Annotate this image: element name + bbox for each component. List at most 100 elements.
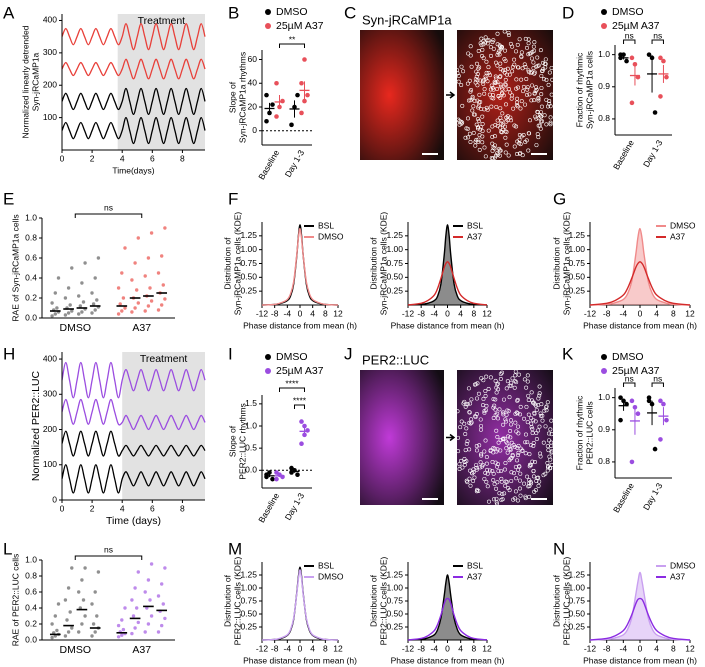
data-point [63,296,68,300]
data-point [632,61,638,67]
cell-roi [482,449,487,454]
panel-letter: J [344,344,353,363]
cell-roi [505,450,510,455]
cell-roi [539,114,544,119]
cell-roi [539,110,544,115]
y-tick-label: 0.4 [25,272,37,282]
cell-roi [492,482,497,487]
y-axis-label: Distribution of [551,237,561,290]
data-point [95,298,99,302]
y-axis-label: PER2::LUC cells [584,401,594,464]
cell-roi [523,140,528,145]
cell-roi [479,36,484,41]
cell-roi [460,120,465,125]
cell-roi [463,448,468,453]
kde-line [407,261,488,306]
cell-roi [498,371,503,376]
data-point [161,602,165,606]
data-point [658,437,663,442]
y-axis-label: Slope of [227,425,237,457]
y-axis-label: Normalized linearly detrended [20,25,30,138]
y-axis-label: Syn-jRCaMP1a cells [584,51,594,129]
x-tick-label: Baseline [256,491,281,524]
data-point [149,299,154,303]
cell-roi [493,397,498,402]
data-point [146,578,151,582]
cell-roi [510,453,515,458]
cell-roi [508,456,513,461]
y-tick-label: 0.4 [25,602,37,612]
data-point [136,301,140,305]
legend-label: 25µM A37 [612,365,660,377]
cell-roi [527,131,532,136]
cell-roi [515,445,520,450]
kde-line [407,597,488,641]
cell-roi [531,418,536,423]
legend-marker [265,354,271,360]
cell-roi [490,40,495,45]
significance-bracket [651,382,664,387]
data-point [56,602,61,606]
cell-roi [525,87,530,92]
y-tick-label: 0.25 [240,285,257,295]
cell-roi [548,466,553,471]
cell-roi [539,92,544,97]
data-point [66,586,71,590]
cell-roi [477,118,482,123]
panel-letter: L [3,539,12,558]
cell-roi [534,143,539,148]
data-point [652,446,658,452]
cell-roi [502,491,507,496]
cell-roi [511,497,516,502]
y-tick-label: 20 [248,101,258,111]
cell-roi [483,393,488,398]
cell-roi [502,436,507,441]
cell-roi [513,373,518,378]
cell-roi [524,385,529,390]
x-tick-label: -8 [603,308,611,318]
cell-roi [480,47,485,52]
cell-roi [485,467,490,472]
image-title: Syn-jRCaMP1a [362,12,452,27]
cell-roi [504,386,509,391]
data-point [66,286,71,290]
y-tick-label: 0 [52,494,57,504]
cell-roi [536,98,541,103]
y-tick-label: 0.75 [386,258,403,268]
data-point [53,291,57,295]
data-point [68,610,72,614]
cell-roi [515,398,520,403]
data-point [50,314,54,318]
treatment-shade [122,352,205,500]
cell-roi [483,154,488,159]
cell-roi [488,449,493,454]
data-point [156,630,161,634]
y-axis-label: RAE of PER2::LUC cells [10,554,20,647]
kde-line [589,597,691,641]
cell-roi [486,71,491,76]
data-point [116,623,121,628]
cell-roi [513,379,518,384]
cell-roi [466,386,471,391]
cell-roi [516,85,521,90]
x-tick-label: 12 [482,643,492,653]
cell-roi [474,443,479,448]
cell-roi [534,85,539,90]
panel-letter: H [3,344,15,363]
cell-roi [479,452,484,457]
trace [61,87,206,116]
cell-roi [482,145,487,150]
y-tick-label: 0.75 [240,595,257,605]
x-tick-label: 4 [120,153,125,163]
data-point [133,261,137,265]
cell-roi [497,43,502,48]
data-point [160,303,164,307]
cell-roi [464,478,469,483]
y-tick-label: 0.50 [568,272,585,282]
cell-roi [494,428,499,433]
cell-roi [506,485,511,490]
cell-roi [495,480,500,485]
legend-label: A37 [670,231,685,241]
cell-roi [498,95,503,100]
legend-label: DMSO [612,6,644,18]
